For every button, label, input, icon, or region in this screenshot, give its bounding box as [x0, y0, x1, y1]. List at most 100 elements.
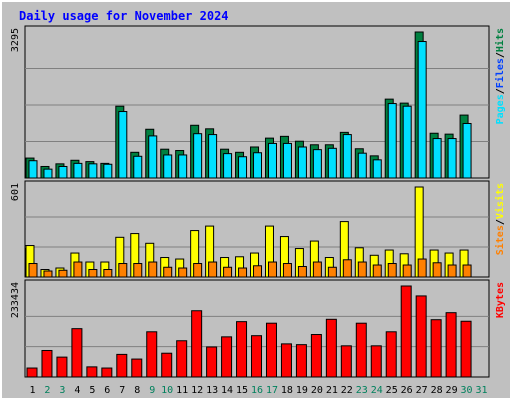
legend-separator: / — [495, 88, 506, 94]
bar-kbytes-day-2 — [41, 349, 53, 378]
bar-sites-day-25 — [387, 263, 397, 278]
x-tick-day-4: 4 — [74, 385, 80, 396]
x-tick-day-23: 23 — [356, 385, 368, 396]
x-tick-day-27: 27 — [416, 385, 428, 396]
bar-pages-day-16 — [253, 152, 263, 179]
bar-sites-day-30 — [462, 264, 472, 278]
x-tick-day-20: 20 — [311, 385, 323, 396]
x-tick-day-14: 14 — [221, 385, 233, 396]
bar-pages-day-18 — [282, 142, 292, 179]
x-tick-day-25: 25 — [386, 385, 398, 396]
bar-pages-day-12 — [193, 133, 203, 179]
bar-pages-day-4 — [73, 162, 83, 179]
bar-pages-day-8 — [133, 155, 143, 179]
bar-pages-day-2 — [43, 168, 53, 179]
bar-kbytes-day-22 — [340, 345, 352, 378]
bar-kbytes-day-12 — [191, 310, 203, 378]
bar-sites-day-28 — [432, 262, 442, 278]
bar-kbytes-day-1 — [26, 367, 38, 378]
bar-kbytes-day-30 — [460, 320, 472, 378]
x-tick-day-9: 9 — [149, 385, 155, 396]
bar-sites-day-11 — [178, 267, 188, 278]
bar-kbytes-day-16 — [251, 335, 263, 378]
bar-sites-day-22 — [342, 259, 352, 278]
x-tick-day-17: 17 — [266, 385, 278, 396]
legend-sites: Sites — [494, 225, 506, 255]
bar-sites-day-5 — [88, 269, 98, 278]
bar-sites-day-6 — [103, 269, 113, 278]
bar-kbytes-day-20 — [310, 334, 322, 378]
bar-sites-day-12 — [193, 263, 203, 278]
legend-visits: Visits — [494, 183, 506, 219]
bar-kbytes-day-13 — [206, 346, 218, 378]
bar-kbytes-day-7 — [116, 353, 128, 378]
bar-kbytes-day-8 — [131, 358, 143, 378]
chart-title: Daily usage for November 2024 — [19, 9, 229, 23]
legend-files: Files — [494, 58, 506, 88]
bar-pages-day-23 — [357, 152, 367, 179]
bar-kbytes-day-23 — [355, 322, 367, 378]
x-tick-day-15: 15 — [236, 385, 248, 396]
bar-kbytes-day-4 — [71, 328, 83, 378]
bar-kbytes-day-9 — [146, 331, 158, 378]
bar-pages-day-10 — [163, 154, 173, 179]
bar-sites-day-8 — [133, 263, 143, 278]
bar-pages-day-28 — [432, 138, 442, 179]
bar-pages-day-22 — [342, 134, 352, 179]
bar-sites-day-1 — [28, 263, 38, 278]
bar-sites-day-27 — [417, 258, 427, 278]
bar-kbytes-day-27 — [415, 295, 427, 378]
x-tick-day-31: 31 — [475, 385, 487, 396]
bar-sites-day-29 — [447, 264, 457, 278]
bar-sites-day-24 — [372, 264, 382, 278]
x-tick-day-21: 21 — [326, 385, 338, 396]
bar-kbytes-day-15 — [236, 321, 248, 378]
bar-sites-day-26 — [402, 264, 412, 278]
bar-kbytes-day-11 — [176, 340, 188, 378]
bar-sites-day-18 — [282, 263, 292, 278]
bar-sites-day-19 — [297, 266, 307, 278]
x-tick-day-30: 30 — [461, 385, 473, 396]
bar-sites-day-21 — [327, 266, 337, 278]
bar-pages-day-3 — [58, 165, 68, 179]
bar-sites-day-9 — [148, 261, 158, 278]
bar-kbytes-day-18 — [280, 343, 292, 378]
legend-hits: Hits — [494, 28, 506, 52]
bar-kbytes-day-14 — [221, 336, 233, 378]
x-tick-day-11: 11 — [176, 385, 188, 396]
bar-kbytes-day-28 — [430, 319, 442, 378]
bar-sites-day-2 — [43, 270, 53, 278]
legend: Pages/Files/Hits — [494, 28, 506, 124]
panel-visits-sites: 601 Sites/Visits — [10, 180, 506, 278]
bar-sites-day-10 — [163, 266, 173, 278]
x-tick-day-24: 24 — [371, 385, 383, 396]
x-tick-day-5: 5 — [89, 385, 95, 396]
bar-pages-day-9 — [148, 135, 158, 179]
legend-kbytes: KBytes — [495, 282, 506, 318]
bar-sites-day-14 — [223, 266, 233, 278]
x-tick-day-10: 10 — [161, 385, 173, 396]
bar-pages-day-17 — [267, 142, 277, 179]
bar-pages-day-20 — [312, 149, 322, 179]
x-tick-day-28: 28 — [431, 385, 443, 396]
bar-kbytes-day-6 — [101, 367, 113, 378]
bar-pages-day-13 — [208, 134, 218, 179]
x-tick-day-7: 7 — [119, 385, 125, 396]
bar-pages-day-1 — [28, 160, 38, 179]
x-tick-day-8: 8 — [134, 385, 140, 396]
x-tick-day-3: 3 — [59, 385, 65, 396]
bar-kbytes-day-21 — [325, 318, 337, 378]
bar-pages-day-19 — [297, 146, 307, 179]
bar-kbytes-day-3 — [56, 356, 68, 378]
legend-pages: Pages — [495, 94, 506, 124]
bar-pages-day-21 — [327, 147, 337, 179]
legend-separator: / — [495, 219, 506, 225]
bar-sites-day-15 — [238, 267, 248, 278]
y-max-label: 601 — [10, 183, 21, 201]
bar-kbytes-day-5 — [86, 366, 98, 378]
bar-pages-day-27 — [417, 41, 427, 179]
